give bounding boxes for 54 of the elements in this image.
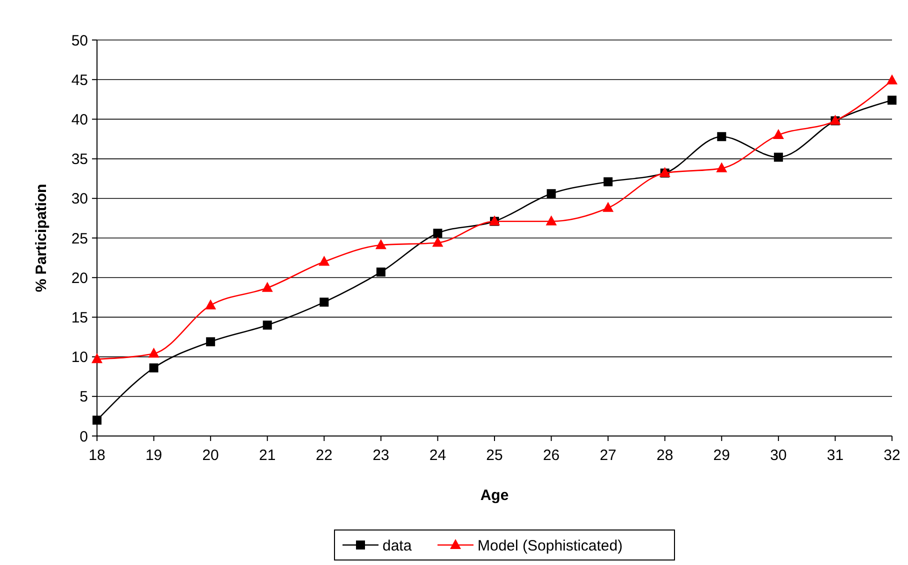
y-tick-label: 50 <box>71 32 88 50</box>
legend-label: data <box>382 537 412 554</box>
x-tick-label: 20 <box>202 447 219 464</box>
point <box>376 268 386 277</box>
y-tick-label: 30 <box>71 190 88 208</box>
point <box>886 74 898 84</box>
point <box>602 202 614 212</box>
point <box>432 236 444 247</box>
point <box>772 129 784 140</box>
x-tick-label: 28 <box>656 447 674 464</box>
point <box>717 132 726 142</box>
point <box>206 337 216 346</box>
x-tick-label: 30 <box>770 447 787 464</box>
y-tick-label: 25 <box>71 230 88 248</box>
y-tick-label: 0 <box>80 428 88 446</box>
point <box>262 282 273 292</box>
y-tick-label: 15 <box>71 309 88 326</box>
point <box>318 256 330 266</box>
point <box>888 96 896 105</box>
point <box>774 152 783 162</box>
x-tick-label: 31 <box>826 447 844 464</box>
x-tick-label: 19 <box>145 447 162 464</box>
y-tick-label: 20 <box>71 270 88 287</box>
point <box>262 320 272 330</box>
x-tick-label: 25 <box>486 447 503 464</box>
x-axis-title: Age <box>480 487 509 504</box>
point <box>716 162 728 172</box>
y-tick-label: 35 <box>71 151 88 168</box>
y-axis-title: % Participation <box>33 184 50 292</box>
legend-label: Model (Sophisticated) <box>478 537 623 554</box>
point <box>320 298 329 307</box>
point <box>92 353 102 364</box>
point <box>375 239 386 250</box>
x-tick-label: 32 <box>884 447 900 464</box>
x-tick-label: 23 <box>372 447 390 464</box>
y-tick-label: 10 <box>71 349 88 366</box>
point <box>546 215 557 226</box>
x-tick-label: 21 <box>259 447 276 464</box>
x-tick-label: 26 <box>542 447 560 464</box>
y-tick-label: 45 <box>71 72 88 89</box>
x-tick-label: 29 <box>713 447 730 464</box>
point <box>149 363 158 372</box>
point <box>604 177 613 186</box>
point <box>546 189 556 198</box>
y-tick-label: 5 <box>80 388 88 406</box>
x-tick-label: 24 <box>429 447 446 464</box>
x-tick-label: 27 <box>600 447 616 464</box>
point <box>148 348 160 358</box>
point <box>205 299 216 310</box>
point <box>92 416 102 425</box>
x-tick-label: 22 <box>316 447 332 464</box>
point <box>433 228 442 238</box>
x-tick-label: 18 <box>88 447 106 464</box>
y-tick-label: 40 <box>71 111 88 128</box>
